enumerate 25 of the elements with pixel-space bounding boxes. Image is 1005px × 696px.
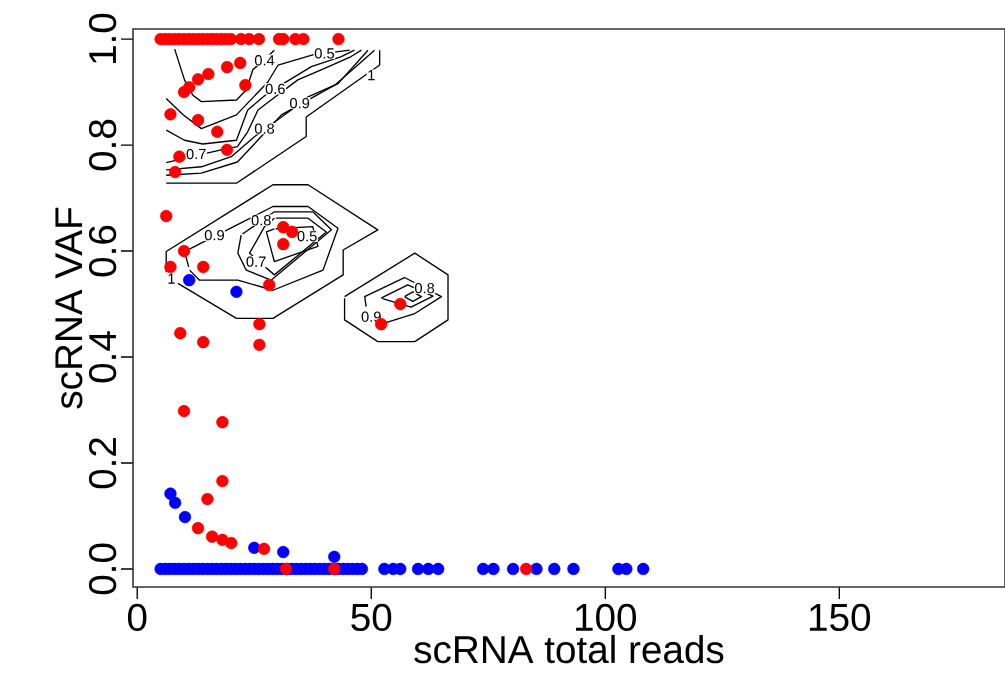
y-tick-label: 0.6 <box>88 225 117 277</box>
annotation: 0.4 <box>254 55 275 66</box>
x-axis-title: scRNA total reads <box>414 634 724 664</box>
annotation: 1 <box>168 273 175 284</box>
y-tick-label: 0.4 <box>88 331 117 383</box>
annotation: 0.7 <box>246 256 266 267</box>
annotation: 0.5 <box>314 48 335 59</box>
annotation: 0.8 <box>254 123 275 134</box>
y-tick-label: 1.0 <box>88 13 117 63</box>
annotation: 0.8 <box>251 215 271 226</box>
annotation: 0.8 <box>414 282 435 294</box>
x-tick-label: 100 <box>575 603 637 632</box>
x-tick-label: 0 <box>127 603 147 632</box>
y-tick-label: 0.8 <box>88 119 117 171</box>
y-tick-label: 0.0 <box>88 543 117 595</box>
annotation: 1 <box>368 70 375 81</box>
x-tick-label: 50 <box>351 603 392 632</box>
y-tick-label: 0.2 <box>88 438 117 489</box>
x-tick-label: 150 <box>810 603 871 632</box>
annotation: 0.6 <box>265 83 285 95</box>
annotation: 0.5 <box>297 231 317 242</box>
annotation: 0.9 <box>290 98 310 109</box>
y-axis-title: scRNA VAF <box>55 207 83 409</box>
annotation: 0.7 <box>186 148 206 160</box>
annotation: 0.9 <box>204 229 224 241</box>
